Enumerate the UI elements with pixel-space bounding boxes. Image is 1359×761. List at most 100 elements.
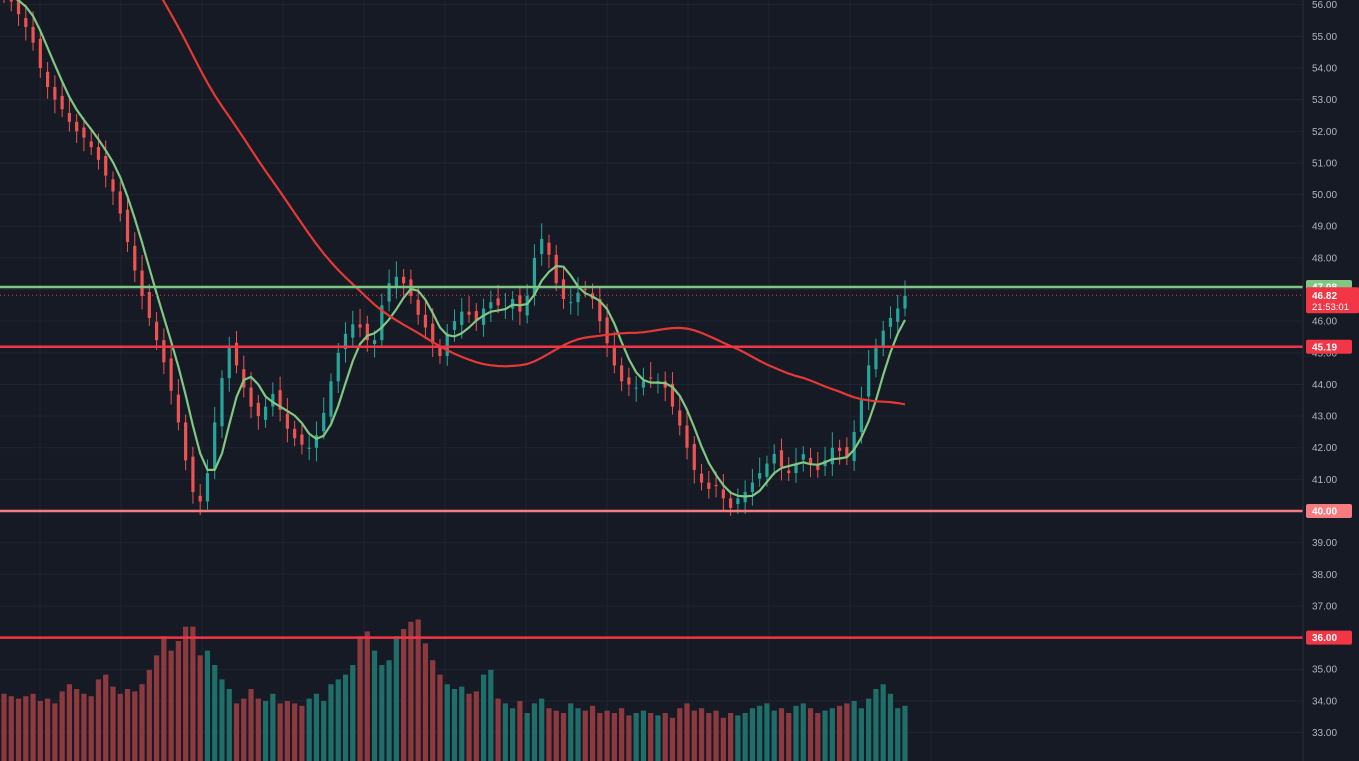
level-tag-36-00-bg [1306,630,1352,645]
candle-body [547,242,551,255]
volume-bar [146,669,152,761]
candle-body [489,302,493,309]
volume-bar [233,703,240,761]
candle-body [263,406,268,420]
candles [3,0,907,516]
candle-body [104,155,108,176]
candle-body [380,305,384,341]
candle-body [256,402,260,417]
level-tag-36-00: 36.00 [1312,633,1337,644]
candle-body [358,324,362,328]
price-tick-label: 52.00 [1312,127,1337,138]
volume-bar [488,669,494,761]
price-tick-label: 46.00 [1312,317,1337,328]
candle-body [729,498,733,508]
volume-bar [706,713,712,761]
candle-body [808,457,813,464]
volume-bar [306,698,312,761]
candle-body [787,470,791,474]
volume-bar [757,705,763,761]
price-tick-label: 55.00 [1312,32,1337,43]
volume-bar [589,705,596,761]
volume-bar [15,698,22,761]
candle-body [343,333,348,350]
candle-body [16,0,21,15]
candle-body [627,377,631,385]
volume-bar [197,655,203,761]
price-tick-label: 48.00 [1312,253,1337,264]
candle-body [838,447,842,451]
candle-body [474,311,478,322]
volume-bar [466,693,472,761]
candle-body [794,463,798,474]
volume-bar [66,684,72,761]
volume-bar [393,636,399,761]
volume-bar [8,696,14,761]
level-tag-40-00-bg [1306,504,1352,519]
candle-body [852,431,856,462]
volume-bar [401,629,407,761]
volume-bar [321,701,327,761]
volume-bar [473,691,479,761]
candle-body [9,0,13,2]
current-price-tag: 46.82 [1312,291,1337,302]
volume-bar [749,708,756,761]
volume-bar [350,665,356,761]
countdown-tag: 21:53:01 [1312,302,1349,313]
candle-body [678,410,682,426]
candle-body [670,383,675,407]
candle-body [830,447,834,465]
volume-bar [190,626,196,761]
candle-body [278,390,282,410]
price-tick-label: 53.00 [1312,95,1337,106]
candle-body [685,425,689,448]
volume-bar [161,636,167,761]
volume-bar [1,693,7,761]
candle-body [431,323,435,344]
price-tick-label: 43.00 [1312,412,1337,423]
candle-body [184,422,188,461]
volume-bar [451,689,458,761]
volume-bar [204,650,211,761]
volume-bar [262,701,269,761]
current-price-tag-bg [1306,287,1359,314]
candle-body [191,456,195,493]
price-tick-label: 50.00 [1312,190,1337,201]
volume-bar [459,686,465,761]
volume-bar [902,705,908,761]
candle-body [154,321,159,341]
volume-bar [480,674,487,761]
volume-bar [88,696,94,761]
volume-bar [829,708,835,761]
volume-bar [531,703,538,761]
candle-body [118,191,122,214]
candle-body [845,447,849,458]
candle-body [598,299,602,322]
candle-body [445,333,449,356]
candle-body [162,340,166,363]
candle-body [569,302,573,304]
volume-bar [807,708,814,761]
price-axis[interactable]: 56.00 55.00 54.00 53.00 52.00 51.00 50.00 49.00… [1302,0,1359,761]
volume-bar [175,641,181,761]
candle-body [307,447,311,449]
level-tag-45-19-bg [1306,339,1352,354]
ma-slow-line [161,0,906,406]
volume-bar [277,703,283,761]
volume-bar [655,715,661,761]
candle-body [758,473,762,479]
candle-body [816,463,820,470]
volume-bar [800,703,806,761]
volume-bar [255,698,261,761]
volume-bar [822,710,828,761]
volume-bars [1,619,908,761]
candle-body [620,365,624,382]
volume-bar [728,713,734,761]
price-tick-label: 51.00 [1312,158,1337,169]
price-tick-label: 56.00 [1312,0,1337,11]
price-level-lines[interactable] [0,285,1303,639]
volume-bar [444,684,450,761]
volume-bar [771,710,777,761]
candle-body [234,342,239,366]
